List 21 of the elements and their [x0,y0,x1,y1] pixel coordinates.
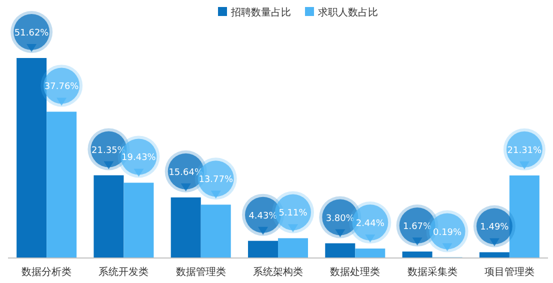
data-label: 0.19% [432,228,462,238]
legend-label: 招聘数量占比 [230,6,291,18]
x-tick-label: 数据处理类 [330,266,380,278]
data-label: 21.31% [507,146,542,156]
data-label: 2.44% [356,219,385,230]
x-tick-label: 数据采集类 [407,266,458,278]
x-tick-label: 系统开发类 [98,266,149,278]
x-tick-label: 数据分析类 [22,266,72,278]
data-label: 37.76% [44,82,80,92]
data-label: 1.49% [480,222,510,233]
data-label: 1.67% [402,222,432,232]
data-label: 13.77% [198,175,234,186]
data-label: 19.43% [122,153,156,164]
x-tick-label: 系统架构类 [253,266,303,278]
data-label: 4.43% [248,211,278,222]
data-label: 5.11% [278,208,308,219]
x-tick-label: 项目管理类 [484,266,534,278]
x-tick-label: 数据管理类 [176,266,226,278]
data-label: 3.80% [326,214,355,224]
legend-label: 求职人数占比 [318,6,378,18]
data-label: 51.62% [14,28,50,38]
